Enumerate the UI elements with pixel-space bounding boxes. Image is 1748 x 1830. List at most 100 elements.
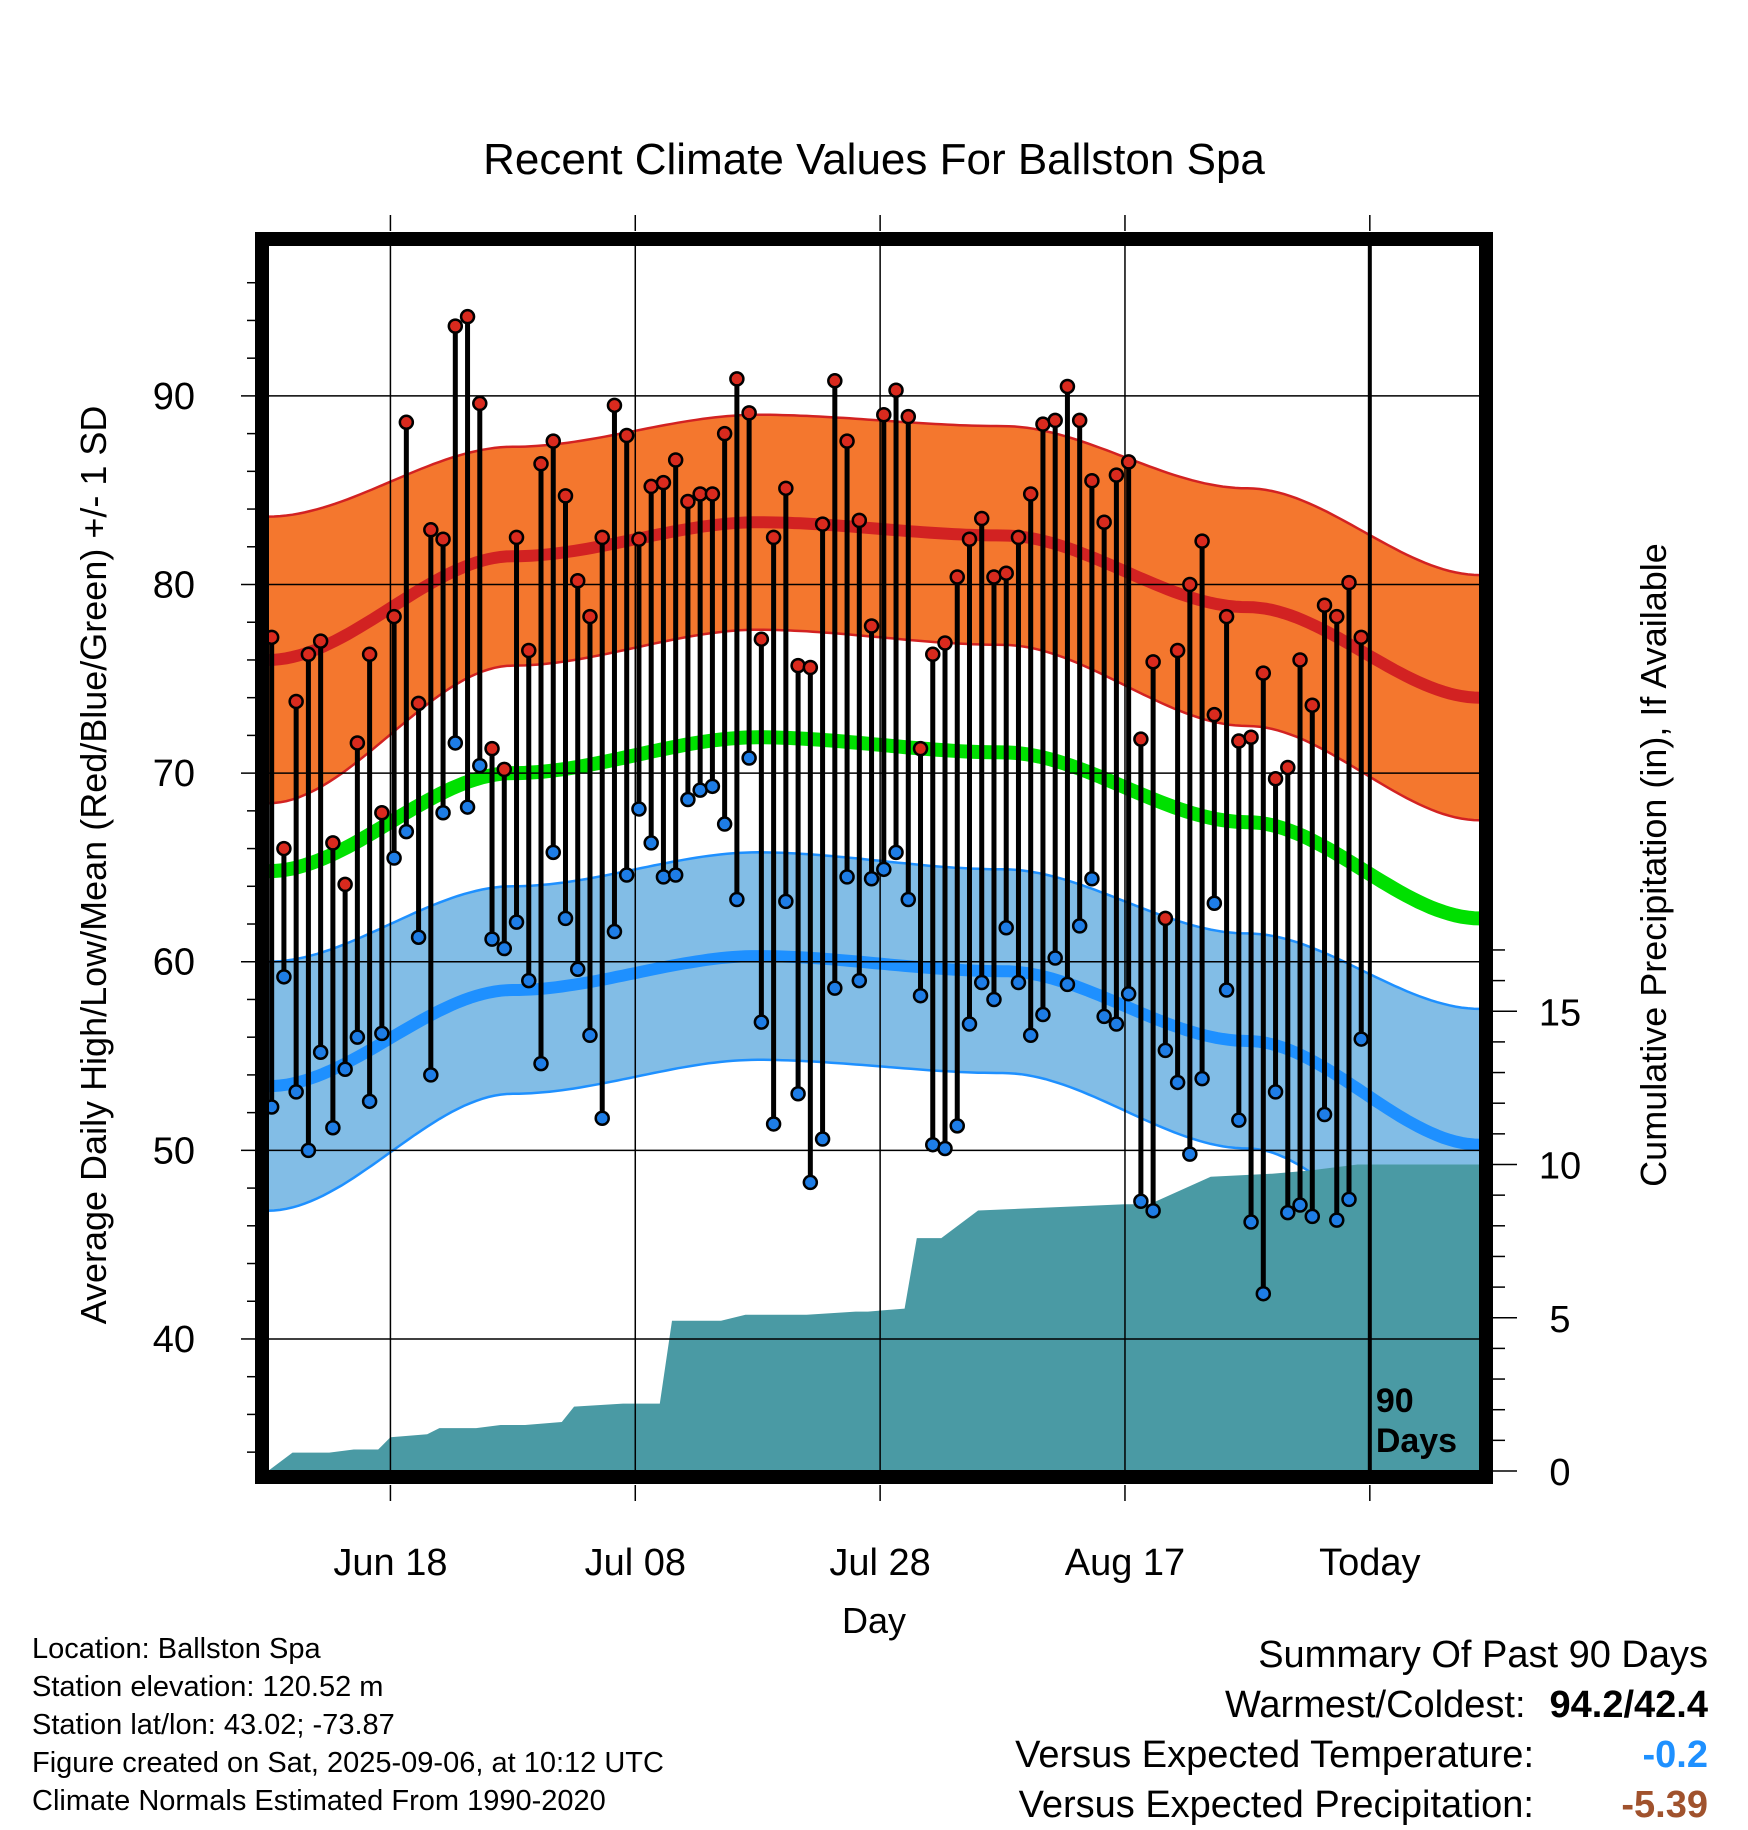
high-point xyxy=(1243,729,1259,746)
high-point xyxy=(1120,454,1137,470)
low-point xyxy=(1243,1214,1259,1230)
low-point xyxy=(386,850,402,866)
x-tick-label: Today xyxy=(1319,1542,1420,1584)
low-point xyxy=(533,1055,549,1072)
low-point xyxy=(680,791,696,808)
low-point xyxy=(374,1025,390,1042)
y-tick-label: 40 xyxy=(153,1319,195,1361)
low-point xyxy=(827,980,843,996)
low-point xyxy=(790,1086,806,1102)
high-point xyxy=(508,529,525,546)
low-lower-edge xyxy=(267,1058,1481,1282)
low-point xyxy=(508,914,525,930)
low-point xyxy=(410,929,427,945)
low-point xyxy=(1206,895,1223,912)
high-point xyxy=(1206,706,1223,723)
high-point xyxy=(1194,533,1210,549)
high-point xyxy=(447,318,464,334)
high-point xyxy=(765,529,782,546)
high-point xyxy=(288,693,304,710)
high-point xyxy=(521,642,537,659)
high-point xyxy=(435,531,451,547)
high-point xyxy=(496,761,513,778)
high-point xyxy=(1169,642,1186,659)
high-point xyxy=(1108,467,1125,483)
high-point xyxy=(472,395,488,412)
high-point xyxy=(1145,654,1161,670)
high-point xyxy=(1329,608,1345,625)
high-point xyxy=(741,405,757,421)
high-point xyxy=(680,493,696,510)
latlon-text: Station lat/lon: 43.02; -73.87 xyxy=(32,1709,395,1741)
high-point xyxy=(753,631,770,647)
high-point xyxy=(606,397,623,414)
precip-anomaly-label: Versus Expected Precipitation: xyxy=(1018,1784,1534,1826)
high-point xyxy=(1218,608,1235,625)
normals-text: Climate Normals Estimated From 1990-2020 xyxy=(32,1785,606,1817)
high-point xyxy=(361,646,378,663)
low-point xyxy=(423,1067,439,1083)
low-point xyxy=(888,844,904,861)
low-point xyxy=(937,1140,953,1157)
high-point xyxy=(618,427,635,444)
temp-anomaly-label: Versus Expected Temperature: xyxy=(1015,1734,1534,1776)
low-point xyxy=(1022,1027,1039,1044)
warmest-coldest-value: 94.2/42.4 xyxy=(1549,1684,1708,1726)
high-point xyxy=(973,510,990,527)
high-point xyxy=(716,425,733,442)
high-point xyxy=(1157,910,1174,927)
high-point xyxy=(876,407,892,423)
low-point xyxy=(1304,1208,1321,1225)
low-point xyxy=(961,1016,978,1032)
high-point xyxy=(533,456,549,472)
high-point xyxy=(569,572,586,589)
elevation-text: Station elevation: 120.52 m xyxy=(32,1671,384,1703)
cumulative-precip-area xyxy=(268,1164,1480,1471)
low-point xyxy=(618,867,635,883)
high-point xyxy=(1280,759,1296,776)
temp-anomaly-value: -0.2 xyxy=(1642,1734,1708,1776)
high-point xyxy=(827,373,843,389)
x-tick-label: Jul 08 xyxy=(585,1542,686,1584)
created-text: Figure created on Sat, 2025-09-06, at 10… xyxy=(32,1747,664,1779)
high-point xyxy=(851,512,868,529)
precip-anomaly-value: -5.39 xyxy=(1621,1784,1708,1826)
low-point xyxy=(643,835,659,851)
high-point xyxy=(1255,665,1272,681)
high-point xyxy=(961,531,978,547)
y2-tick-label: 15 xyxy=(1539,992,1581,1034)
high-point xyxy=(888,382,904,398)
high-point xyxy=(374,804,390,821)
low-point xyxy=(802,1174,819,1191)
y2-tick-label: 0 xyxy=(1549,1452,1570,1494)
high-point xyxy=(337,876,353,893)
high-point xyxy=(423,522,439,538)
low-point xyxy=(337,1061,353,1077)
y2-tick-label: 5 xyxy=(1549,1299,1570,1341)
low-point xyxy=(606,923,623,940)
high-point xyxy=(484,740,500,757)
high-point xyxy=(704,486,721,502)
low-point xyxy=(1316,1106,1333,1123)
low-point xyxy=(1341,1191,1357,1208)
low-point xyxy=(435,804,451,821)
high-point xyxy=(937,635,953,651)
high-point xyxy=(459,308,476,325)
high-point xyxy=(778,480,794,497)
high-point xyxy=(276,840,292,857)
warmest-coldest-row: Warmest/Coldest: 94.2/42.4 xyxy=(1015,1680,1708,1730)
low-point xyxy=(753,1014,770,1030)
temp-anomaly-row: Versus Expected Temperature: -0.2 xyxy=(1015,1730,1708,1780)
high-point xyxy=(912,740,929,757)
low-point xyxy=(1255,1285,1272,1302)
low-point xyxy=(1157,1042,1174,1059)
high-point xyxy=(949,569,965,585)
low-point xyxy=(1096,1008,1112,1025)
low-point xyxy=(1071,918,1088,934)
low-point xyxy=(729,891,745,908)
low-point xyxy=(667,867,684,883)
high-point xyxy=(582,608,598,625)
y2-axis-label: Cumulative Precipitation (in), If Availa… xyxy=(1633,543,1674,1187)
high-point xyxy=(790,657,806,674)
